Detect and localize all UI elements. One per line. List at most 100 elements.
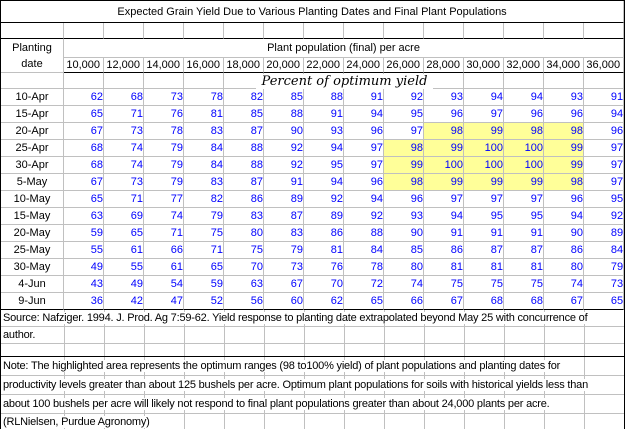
- yield-cell: 92: [384, 89, 424, 106]
- planting-date-cell: 20-Apr: [1, 123, 64, 140]
- yield-cell: 81: [304, 242, 344, 259]
- population-header-cell: 34,000: [544, 58, 584, 73]
- yield-cell: 88: [224, 140, 264, 157]
- yield-cell: 92: [264, 157, 304, 174]
- yield-cell: 95: [584, 191, 624, 208]
- yield-cell: 73: [584, 276, 624, 293]
- yield-cell: 77: [144, 191, 184, 208]
- yield-cell: 65: [344, 293, 384, 310]
- yield-cell-highlighted: 99: [424, 140, 464, 157]
- yield-cell-highlighted: 98: [504, 123, 544, 140]
- gridlines: [64, 327, 624, 343]
- yield-cell: 68: [64, 157, 104, 174]
- planting-date-cell: 30-May: [1, 259, 64, 276]
- yield-cell: 52: [184, 293, 224, 310]
- population-header-cell: 32,000: [504, 58, 544, 73]
- empty-cell: [584, 23, 624, 39]
- yield-cell: 62: [304, 293, 344, 310]
- table-row: 25-Apr 68 74 79 84 88 92 94 97 98 99 100 100 99 97: [1, 140, 624, 157]
- yield-cell: 63: [224, 276, 264, 293]
- yield-cell: 88: [304, 89, 344, 106]
- yield-cell: 97: [464, 106, 504, 123]
- yield-cell: 67: [424, 293, 464, 310]
- yield-cell: 92: [584, 208, 624, 225]
- yield-cell: 68: [104, 89, 144, 106]
- yield-cell: 94: [344, 191, 384, 208]
- empty-cell: [424, 23, 464, 39]
- note-row-4: (RLNielsen, Purdue Agronomy): [1, 414, 624, 429]
- yield-cell: 96: [424, 106, 464, 123]
- yield-cell: 97: [464, 191, 504, 208]
- yield-cell: 67: [64, 174, 104, 191]
- table-row: 20-May 59 65 71 75 80 83 86 88 90 91 91 91 90 89: [1, 225, 624, 242]
- yield-cell-highlighted: 98: [384, 174, 424, 191]
- yield-cell: 80: [544, 259, 584, 276]
- yield-cell: 79: [144, 157, 184, 174]
- yield-cell: 86: [424, 242, 464, 259]
- planting-date-cell: 20-May: [1, 225, 64, 242]
- table-row: 20-Apr 67 73 78 83 87 90 93 96 97 98 99 98 98 96: [1, 123, 624, 140]
- yield-cell: 84: [184, 157, 224, 174]
- yield-cell: 92: [344, 208, 384, 225]
- yield-cell: 79: [184, 208, 224, 225]
- yield-cell: 65: [64, 191, 104, 208]
- empty-cell: [64, 23, 104, 39]
- yield-cell: 88: [224, 157, 264, 174]
- yield-cell: 66: [384, 293, 424, 310]
- empty-cell: [144, 73, 184, 89]
- source-text-line2: author.: [1, 329, 39, 341]
- yield-cell: 96: [544, 191, 584, 208]
- yield-cell: 97: [424, 191, 464, 208]
- yield-cell-highlighted: 99: [544, 157, 584, 174]
- yield-cell: 84: [584, 242, 624, 259]
- yield-cell: 59: [184, 276, 224, 293]
- gridlines: [64, 344, 624, 356]
- yield-cell: 94: [304, 174, 344, 191]
- yield-cell: 83: [264, 225, 304, 242]
- yield-cell: 95: [304, 157, 344, 174]
- yield-cell: 96: [344, 174, 384, 191]
- yield-cell: 89: [264, 191, 304, 208]
- planting-date-cell: 25-May: [1, 242, 64, 259]
- yield-cell: 86: [304, 225, 344, 242]
- source-row-2: author.: [1, 327, 624, 344]
- header-row-population: Planting date Plant population (final) p…: [1, 39, 624, 73]
- gridlines: [64, 414, 624, 429]
- empty-cell: [544, 23, 584, 39]
- empty-cell: [184, 73, 224, 89]
- yield-cell: 91: [464, 225, 504, 242]
- yield-cell: 91: [504, 225, 544, 242]
- yield-cell: 75: [464, 276, 504, 293]
- yield-cell: 97: [504, 191, 544, 208]
- yield-cell-highlighted: 100: [464, 157, 504, 174]
- yield-cell: 95: [384, 106, 424, 123]
- yield-cell: 67: [64, 123, 104, 140]
- yield-cell: 84: [344, 242, 384, 259]
- yield-cell: 74: [384, 276, 424, 293]
- yield-cell: 93: [304, 123, 344, 140]
- planting-date-cell: 4-Jun: [1, 276, 64, 293]
- planting-date-cell: 15-May: [1, 208, 64, 225]
- yield-cell: 42: [104, 293, 144, 310]
- yield-cell: 68: [504, 293, 544, 310]
- yield-cell-highlighted: 99: [544, 140, 584, 157]
- empty-cell: [424, 73, 464, 89]
- note-row-2: productivity levels greater than about 1…: [1, 376, 624, 395]
- yield-cell: 95: [464, 208, 504, 225]
- empty-cell: [384, 73, 424, 89]
- empty-cell: [504, 23, 544, 39]
- planting-label: Planting: [12, 41, 52, 54]
- population-header-cell: 36,000: [584, 58, 624, 73]
- yield-cell: 85: [224, 106, 264, 123]
- population-header-cell: 30,000: [464, 58, 504, 73]
- yield-cell-highlighted: 99: [504, 174, 544, 191]
- planting-date-cell: 10-Apr: [1, 89, 64, 106]
- yield-cell: 79: [584, 259, 624, 276]
- planting-date-cell: 25-Apr: [1, 140, 64, 157]
- yield-cell: 97: [584, 174, 624, 191]
- population-header-cell: 24,000: [344, 58, 384, 73]
- subheader-row: [1, 73, 624, 89]
- yield-cell: 96: [344, 123, 384, 140]
- yield-cell: 96: [384, 191, 424, 208]
- yield-cell: 36: [64, 293, 104, 310]
